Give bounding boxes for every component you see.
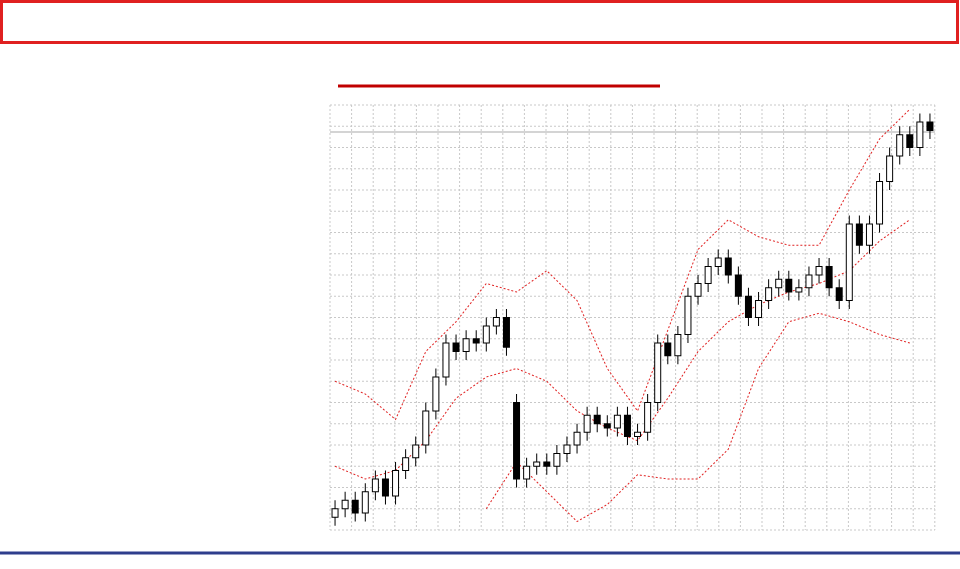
candle-body (835, 287, 843, 301)
bollinger-band (485, 312, 910, 523)
candle-body (674, 334, 682, 357)
candle-body (462, 338, 470, 352)
candle-body (513, 402, 521, 480)
candle-body (472, 338, 480, 344)
candle-body (926, 121, 934, 131)
candle-body (341, 499, 349, 510)
candle-body (815, 266, 823, 276)
candle-body (361, 491, 369, 514)
title-box (0, 0, 959, 44)
candle-body (502, 317, 510, 348)
bollinger-band (334, 108, 911, 421)
candle-body (916, 121, 924, 148)
candle-body (654, 342, 662, 403)
candle-body (331, 508, 339, 518)
candle-body (906, 134, 914, 148)
candle-body (523, 465, 531, 480)
candle-body (886, 155, 894, 182)
candle-body (744, 295, 752, 318)
candle-body (855, 223, 863, 246)
candle-body (583, 414, 591, 433)
candle-body (664, 342, 672, 357)
candle-body (392, 470, 400, 497)
candle-body (684, 295, 692, 335)
candle-body (694, 283, 702, 297)
candle-body (351, 499, 359, 514)
candle-body (795, 287, 803, 293)
bollinger-band (334, 219, 911, 480)
candle-body (412, 444, 420, 459)
candle-body (402, 457, 410, 471)
candle-body (644, 402, 652, 433)
grid (329, 104, 936, 531)
candle-body (865, 223, 873, 246)
candle-body (381, 478, 389, 497)
candle-body (482, 325, 490, 344)
candle-body (734, 274, 742, 297)
candle-body (876, 181, 884, 225)
plot (331, 108, 934, 526)
candle-body (896, 134, 904, 157)
candle-body (533, 461, 541, 467)
candle-body (623, 414, 631, 437)
candle-body (724, 257, 732, 276)
candle-body (845, 223, 853, 301)
candle-body (492, 317, 500, 327)
candle-body (563, 444, 571, 454)
candle-body (805, 274, 813, 289)
candle-body (785, 278, 793, 293)
candle-body (543, 461, 551, 467)
candle-body (573, 431, 581, 446)
candle-body (553, 453, 561, 467)
candle-body (603, 423, 611, 429)
candle-body (775, 278, 783, 289)
candle-body (755, 300, 763, 318)
candle-body (765, 287, 773, 301)
candle-body (593, 414, 601, 425)
candle-body (371, 478, 379, 493)
candle-body (704, 266, 712, 284)
candle-body (613, 414, 621, 429)
candle-body (452, 342, 460, 352)
candle-body (442, 342, 450, 378)
candle-body (432, 376, 440, 412)
candle-body (634, 431, 642, 437)
candle-body (714, 257, 722, 267)
candle-body (422, 410, 430, 446)
candle-body (825, 266, 833, 289)
